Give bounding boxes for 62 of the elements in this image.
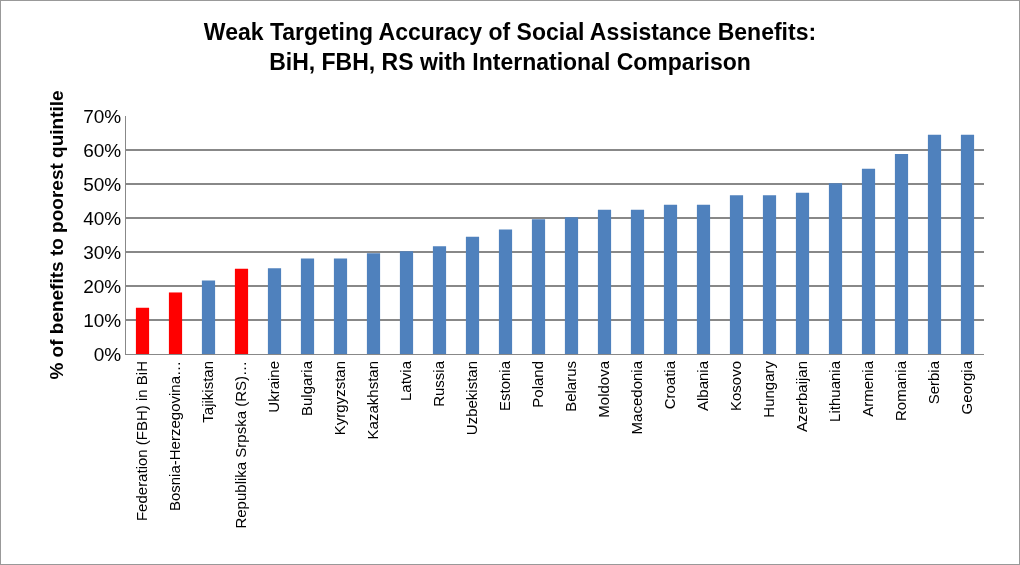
bar xyxy=(465,236,480,354)
x-tick-label: Armenia xyxy=(859,360,877,417)
x-tick-label: Poland xyxy=(529,361,547,408)
bar xyxy=(795,192,810,354)
x-tick-label: Russia xyxy=(430,360,448,407)
bar xyxy=(729,195,744,354)
x-tick-label: Bulgaria xyxy=(298,360,316,417)
bar xyxy=(894,154,909,354)
x-tick-label: Kazakhstan xyxy=(364,361,382,440)
bar xyxy=(168,292,183,354)
y-tick-label: 70% xyxy=(83,105,122,127)
x-tick-label: Kyrgyzstan xyxy=(331,361,349,436)
x-tick-label: Lithuania xyxy=(826,360,844,422)
bar xyxy=(828,183,843,354)
bar xyxy=(696,204,711,354)
y-tick-label: 30% xyxy=(83,241,122,263)
bar xyxy=(630,209,645,354)
bar xyxy=(597,209,612,354)
x-tick-label: Tajikistan xyxy=(199,361,217,423)
bar xyxy=(300,258,315,354)
chart-title: Weak Targeting Accuracy of Social Assistance Benefits: BiH, FBH, RS with International Comparison xyxy=(203,19,817,76)
bar xyxy=(762,195,777,354)
bar xyxy=(564,217,579,354)
bar xyxy=(960,134,975,354)
bar xyxy=(399,251,414,354)
bar xyxy=(201,280,216,354)
x-tick-label: Republika Srpska (RS)… xyxy=(232,361,250,529)
bar xyxy=(234,268,249,354)
bar xyxy=(333,258,348,354)
bar xyxy=(663,204,678,354)
x-tick-label: Albania xyxy=(694,360,712,412)
x-tick-label: Ukraine xyxy=(265,361,283,413)
y-tick-label: 10% xyxy=(83,309,122,331)
x-tick-label: Georgia xyxy=(958,360,976,415)
bar xyxy=(366,253,381,354)
y-tick-label: 40% xyxy=(83,207,122,229)
x-tick-label: Azerbaijan xyxy=(793,361,811,432)
bar xyxy=(531,219,546,354)
y-tick-label: 20% xyxy=(83,275,122,297)
bar xyxy=(432,246,447,354)
x-tick-label: Macedonia xyxy=(628,360,646,435)
bar xyxy=(498,229,513,354)
bar xyxy=(861,168,876,354)
x-tick-label: Federation (FBH) in BiH xyxy=(133,361,151,522)
x-tick-label: Romania xyxy=(892,360,910,422)
x-tick-label: Uzbekistan xyxy=(463,361,481,436)
x-tick-label: Kosovo xyxy=(727,361,745,412)
x-tick-label: Serbia xyxy=(925,360,943,405)
x-tick-label: Croatia xyxy=(661,360,679,410)
x-tick-label: Bosnia-Herzegovina… xyxy=(166,361,184,512)
y-tick-label: 50% xyxy=(83,173,122,195)
x-tick-label: Moldova xyxy=(595,360,613,418)
x-tick-label: Estonia xyxy=(496,360,514,412)
y-axis-title: % of benefits to poorest quintile xyxy=(46,90,68,380)
bar xyxy=(267,268,282,354)
y-tick-label: 60% xyxy=(83,139,122,161)
x-tick-label: Belarus xyxy=(562,361,580,412)
x-tick-label: Latvia xyxy=(397,360,415,402)
bar xyxy=(135,307,150,354)
y-tick-label: 0% xyxy=(93,343,122,365)
bar xyxy=(927,134,942,354)
x-tick-label: Hungary xyxy=(760,360,778,418)
